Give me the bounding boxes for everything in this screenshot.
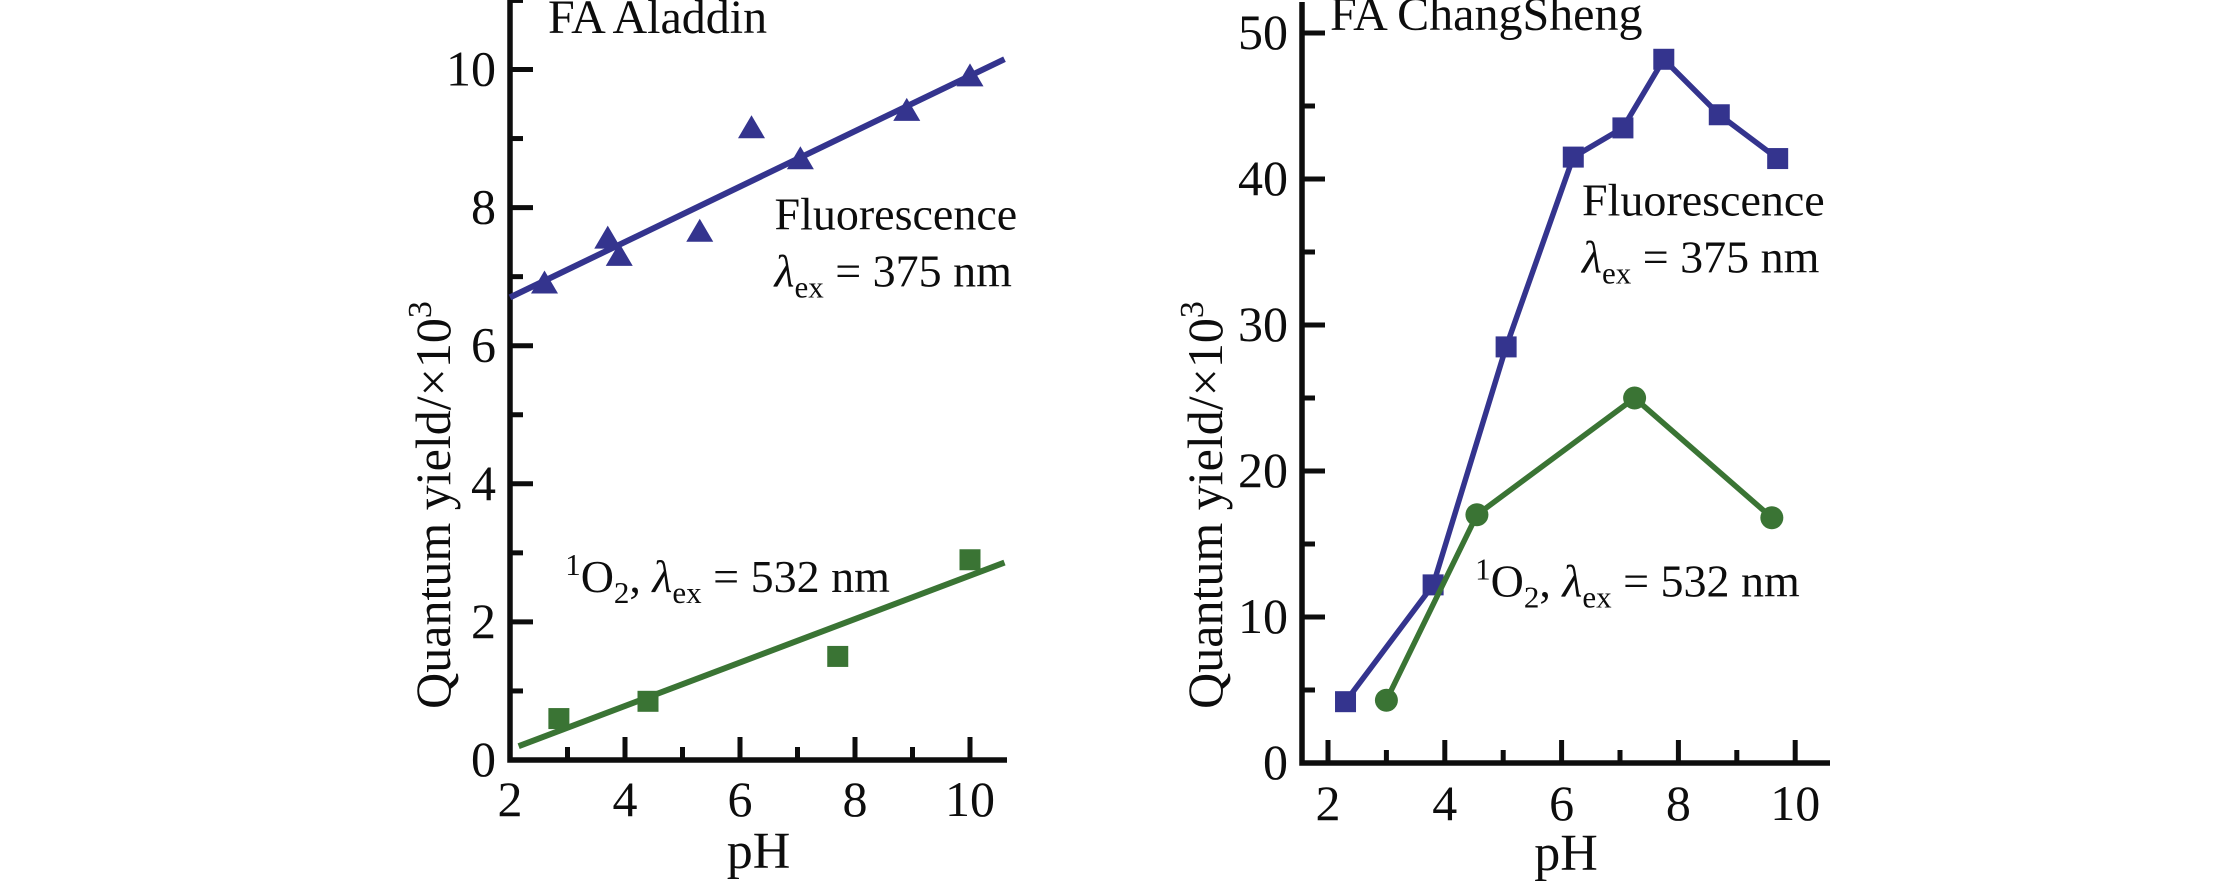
triangle-marker [594, 225, 622, 249]
x-tick-label: 4 [1432, 775, 1457, 831]
series-annotation: Fluorescence [1582, 175, 1825, 226]
x-tick-label: 8 [843, 771, 868, 827]
square-marker [548, 708, 570, 730]
y-tick-label: 0 [1263, 734, 1288, 790]
circle-marker [1623, 386, 1647, 410]
x-tick-label: 2 [498, 771, 523, 827]
series-square: 1O2, λex = 532 nm [517, 547, 1006, 749]
series-square: Fluorescence λex = 375 nm [1335, 48, 1825, 713]
y-tick-label: 40 [1238, 150, 1288, 206]
y-tick-label: 20 [1238, 442, 1288, 498]
x-tick-label: 2 [1316, 775, 1341, 831]
series-annotation: 1O2, λex = 532 nm [565, 547, 890, 610]
square-marker [1335, 691, 1357, 713]
y-tick-label: 50 [1238, 4, 1288, 60]
panel-title: FA ChangSheng [1330, 0, 1642, 41]
fit-line [508, 56, 1006, 301]
triangle-marker [893, 97, 921, 121]
triangle-marker [531, 270, 558, 294]
axes [507, 0, 1007, 763]
series-annotation: Fluorescence [775, 189, 1018, 240]
y-tick-label: 4 [471, 455, 496, 511]
x-tick-label: 6 [728, 771, 753, 827]
triangle-marker [605, 242, 633, 266]
fit-line [517, 559, 1006, 749]
data-line [1383, 394, 1774, 702]
series-annotation: λex = 375 nm [1580, 232, 1820, 291]
square-marker [1612, 117, 1634, 139]
y-axis-label: Quantum yield/×103 [402, 301, 461, 709]
y-axis-label: Quantum yield/×103 [1174, 301, 1233, 709]
square-marker [1495, 336, 1517, 358]
y-tick-label: 2 [471, 593, 496, 649]
square-marker [637, 690, 659, 712]
circle-marker [1374, 688, 1398, 712]
circle-marker [1465, 503, 1489, 527]
y-tick-label: 8 [471, 179, 496, 235]
triangle-marker [686, 218, 714, 242]
x-axis-label: pH [727, 823, 791, 880]
triangle-marker [738, 115, 765, 139]
series-circle: 1O2, λex = 532 nm [1374, 386, 1800, 712]
square-marker [1767, 148, 1789, 170]
square-marker [1653, 48, 1675, 70]
triangle-marker [786, 146, 814, 170]
circle-marker [1760, 506, 1784, 530]
x-tick-label: 4 [613, 771, 638, 827]
axes [1299, 2, 1830, 766]
triangle-marker [956, 63, 984, 87]
series-annotation: λex = 375 nm [773, 246, 1013, 305]
series-triangle: Fluorescence λex = 375 nm [508, 56, 1018, 305]
x-tick-label: 10 [1770, 775, 1820, 831]
square-marker [827, 645, 849, 667]
x-axis-label: pH [1534, 825, 1598, 882]
x-tick-label: 6 [1549, 775, 1574, 831]
x-tick-label: 8 [1666, 775, 1691, 831]
y-tick-label: 6 [471, 317, 496, 373]
y-tick-label: 10 [1238, 588, 1288, 644]
y-tick-label: 10 [446, 41, 496, 97]
square-marker [1562, 146, 1584, 168]
square-marker [959, 549, 981, 571]
panel-changsheng: 0 10 20 30 40 50 2 4 6 8 10 FA ChangSheng Quantum yi… [1174, 0, 1830, 882]
x-tick-label: 10 [945, 771, 995, 827]
panel-title: FA Aladdin [548, 0, 767, 44]
y-tick-label: 30 [1238, 296, 1288, 352]
square-marker [1708, 104, 1730, 126]
series-annotation: 1O2, λex = 532 nm [1475, 552, 1800, 615]
y-tick-label: 0 [471, 731, 496, 787]
